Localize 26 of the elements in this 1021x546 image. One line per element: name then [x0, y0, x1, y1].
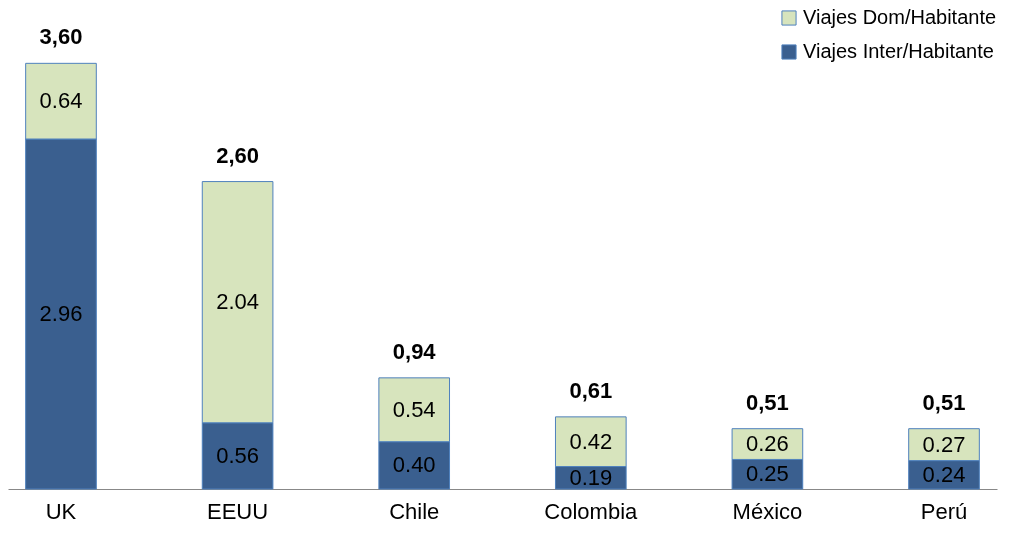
- legend-label: Viajes Dom/Habitante: [803, 6, 997, 28]
- data-label: 0.19: [569, 464, 613, 490]
- data-label: 0.24: [922, 461, 966, 487]
- data-label: 0.27: [922, 431, 966, 457]
- total-label: 0,94: [392, 338, 437, 364]
- legend-label: Viajes Inter/Habitante: [803, 40, 994, 62]
- x-tick-label: EEUU: [207, 498, 269, 524]
- x-tick-label: Chile: [389, 498, 440, 524]
- x-tick-label: México: [732, 498, 803, 524]
- total-label: 0,51: [922, 389, 966, 415]
- data-label: 0.64: [39, 88, 83, 114]
- data-label: 0.40: [392, 452, 436, 478]
- total-label: 0,61: [569, 377, 613, 403]
- data-label: 2.96: [39, 301, 83, 326]
- data-label: 2.04: [216, 289, 259, 315]
- total-label: 2,60: [216, 142, 259, 168]
- data-label: 0.56: [216, 442, 259, 468]
- data-label: 0.54: [392, 396, 436, 422]
- x-tick-label: UK: [45, 498, 77, 524]
- total-label: 3,60: [39, 24, 83, 50]
- x-tick-label: Colombia: [544, 498, 639, 524]
- data-label: 0.26: [746, 431, 789, 457]
- x-tick-label: Perú: [920, 498, 968, 524]
- data-label: 0.42: [569, 428, 613, 454]
- total-label: 0,51: [746, 389, 789, 415]
- data-label: 0.25: [746, 461, 789, 487]
